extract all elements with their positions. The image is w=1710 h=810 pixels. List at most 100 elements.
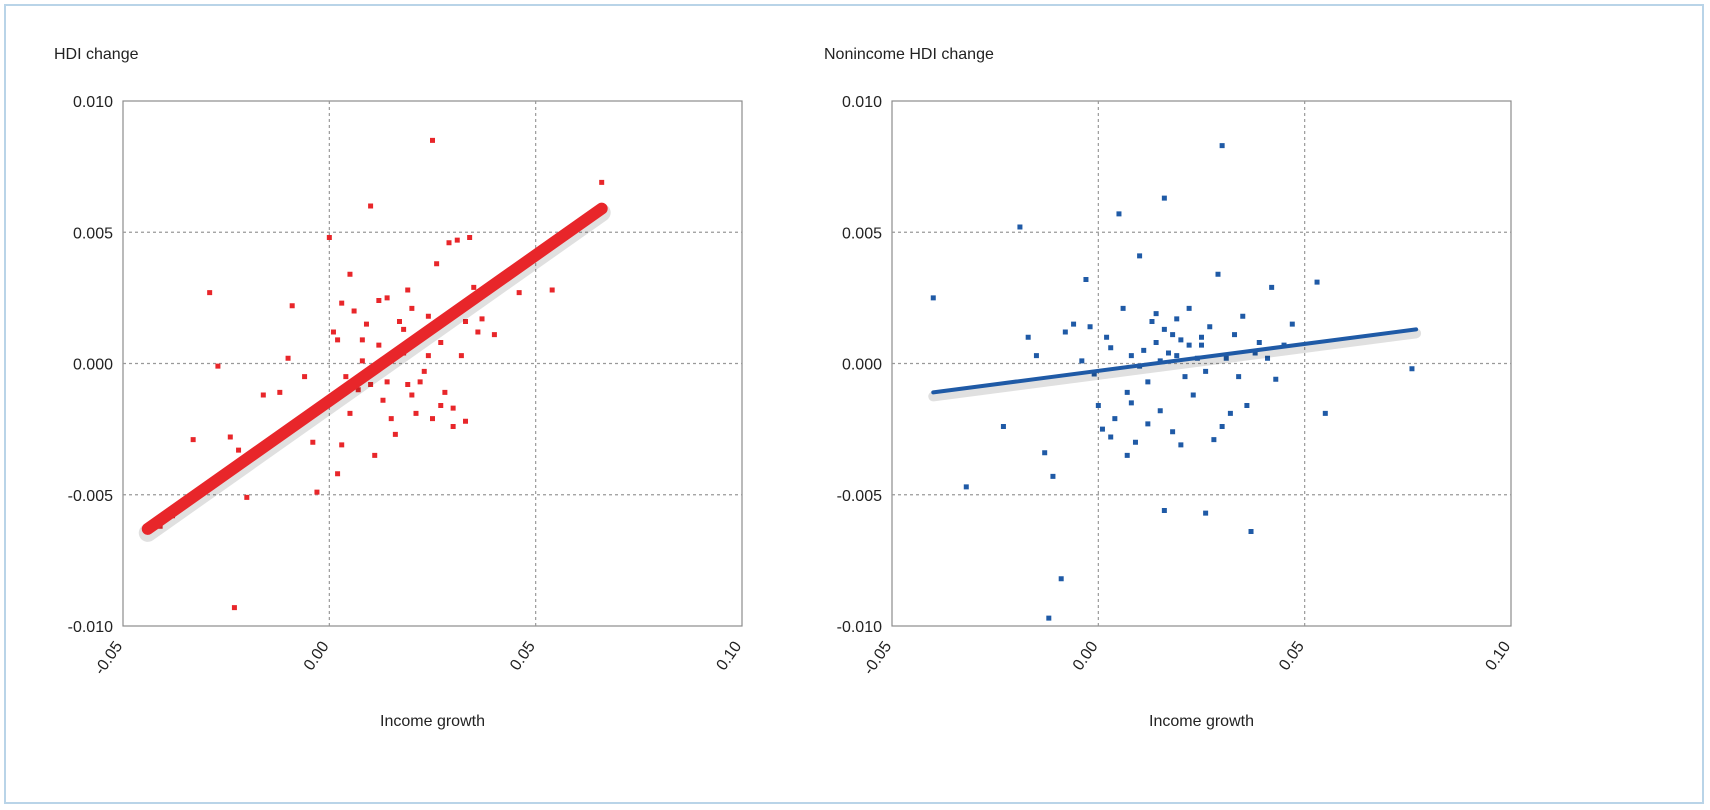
- data-point: [1108, 434, 1114, 440]
- data-point: [384, 295, 390, 301]
- data-point: [405, 382, 411, 387]
- data-point: [450, 405, 456, 411]
- data-point: [1153, 340, 1159, 345]
- x-tick-label: 0.00: [1070, 638, 1102, 673]
- data-point: [236, 447, 242, 453]
- data-point: [471, 284, 477, 290]
- data-point: [1145, 421, 1151, 427]
- data-point: [1017, 224, 1023, 230]
- data-point: [1128, 353, 1134, 359]
- data-point: [421, 368, 427, 374]
- data-point: [463, 319, 469, 324]
- data-point: [244, 494, 250, 500]
- data-point: [1203, 510, 1209, 516]
- data-point: [549, 287, 555, 293]
- data-point: [1174, 316, 1180, 322]
- data-point: [1137, 253, 1143, 259]
- data-point: [1091, 371, 1097, 377]
- data-point: [310, 439, 316, 445]
- data-point: [368, 203, 374, 209]
- data-point: [289, 303, 295, 309]
- data-point: [1120, 305, 1126, 311]
- fit-line-shadow: [928, 328, 1422, 402]
- data-point: [302, 374, 308, 380]
- data-point: [1083, 277, 1089, 282]
- data-point: [277, 389, 283, 395]
- data-point: [1240, 313, 1246, 319]
- data-point: [1157, 408, 1163, 414]
- data-point: [1087, 324, 1093, 330]
- data-point: [335, 337, 341, 343]
- data-point: [1071, 321, 1077, 327]
- x-axis-title: Income growth: [1149, 713, 1254, 730]
- data-point: [401, 326, 407, 332]
- data-point: [355, 387, 361, 393]
- data-point: [330, 329, 336, 335]
- data-point: [446, 240, 452, 246]
- x-tick-label: 0.05: [1276, 638, 1308, 673]
- data-point: [1124, 389, 1130, 395]
- data-point: [392, 431, 398, 437]
- data-point: [425, 353, 431, 359]
- data-point: [190, 437, 196, 443]
- y-tick-label: 0.010: [842, 94, 882, 111]
- data-point: [1033, 353, 1039, 359]
- data-point: [368, 382, 374, 387]
- data-point: [1116, 211, 1122, 217]
- data-point: [215, 363, 221, 369]
- data-point: [1095, 403, 1101, 408]
- data-point: [1211, 437, 1217, 443]
- data-point: [1186, 342, 1192, 348]
- data-point: [409, 305, 415, 311]
- y-axis-title: HDI change: [54, 46, 139, 63]
- data-point: [1124, 452, 1130, 458]
- data-point: [1244, 403, 1250, 408]
- data-point: [1153, 311, 1159, 317]
- data-point: [376, 342, 382, 348]
- data-point: [405, 287, 411, 293]
- x-tick-label: 0.10: [713, 638, 745, 673]
- data-point: [1170, 332, 1176, 338]
- data-point: [450, 424, 456, 429]
- data-point: [442, 389, 448, 395]
- fit-line: [931, 327, 1419, 395]
- data-point: [1215, 271, 1221, 277]
- data-point: [438, 340, 444, 345]
- data-point: [363, 321, 369, 327]
- x-axis-title: Income growth: [380, 713, 485, 730]
- data-point: [359, 358, 365, 364]
- data-point: [438, 403, 444, 408]
- data-point: [1104, 334, 1110, 340]
- data-point: [335, 471, 341, 477]
- data-point: [1178, 442, 1184, 448]
- chart-panel-1: 0.010 0.005 0.000 -0.005 -0.010 -0.05 0.00 0.05…: [54, 46, 745, 730]
- data-point: [1161, 195, 1167, 201]
- data-point: [963, 484, 969, 490]
- data-point: [463, 418, 469, 424]
- data-point: [1178, 337, 1184, 343]
- data-point: [599, 179, 605, 185]
- data-point: [1145, 379, 1151, 385]
- data-point: [1248, 529, 1254, 534]
- data-point: [1203, 368, 1209, 374]
- data-point: [409, 392, 415, 398]
- data-point: [351, 308, 357, 314]
- data-point: [1289, 321, 1295, 327]
- data-point: [1062, 329, 1068, 335]
- x-tick-label: 0.05: [507, 638, 539, 673]
- data-point: [347, 271, 353, 277]
- data-point: [475, 329, 481, 335]
- data-point: [491, 332, 497, 338]
- data-point: [343, 374, 349, 380]
- figure-frame: 0.010 0.005 0.000 -0.005 -0.010 -0.05 0.00 0.05…: [4, 4, 1704, 804]
- data-point: [1190, 392, 1196, 398]
- data-point: [1322, 410, 1328, 416]
- data-point: [434, 261, 440, 267]
- data-point: [1099, 426, 1105, 432]
- data-point: [384, 379, 390, 385]
- y-tick-label: -0.005: [68, 488, 113, 505]
- data-point: [1050, 473, 1056, 479]
- y-tick-label: 0.005: [73, 225, 113, 242]
- chart-panel-2: 0.010 0.005 0.000 -0.005 -0.010 -0.05 0.00 0.05…: [824, 46, 1514, 730]
- data-point: [1219, 143, 1225, 149]
